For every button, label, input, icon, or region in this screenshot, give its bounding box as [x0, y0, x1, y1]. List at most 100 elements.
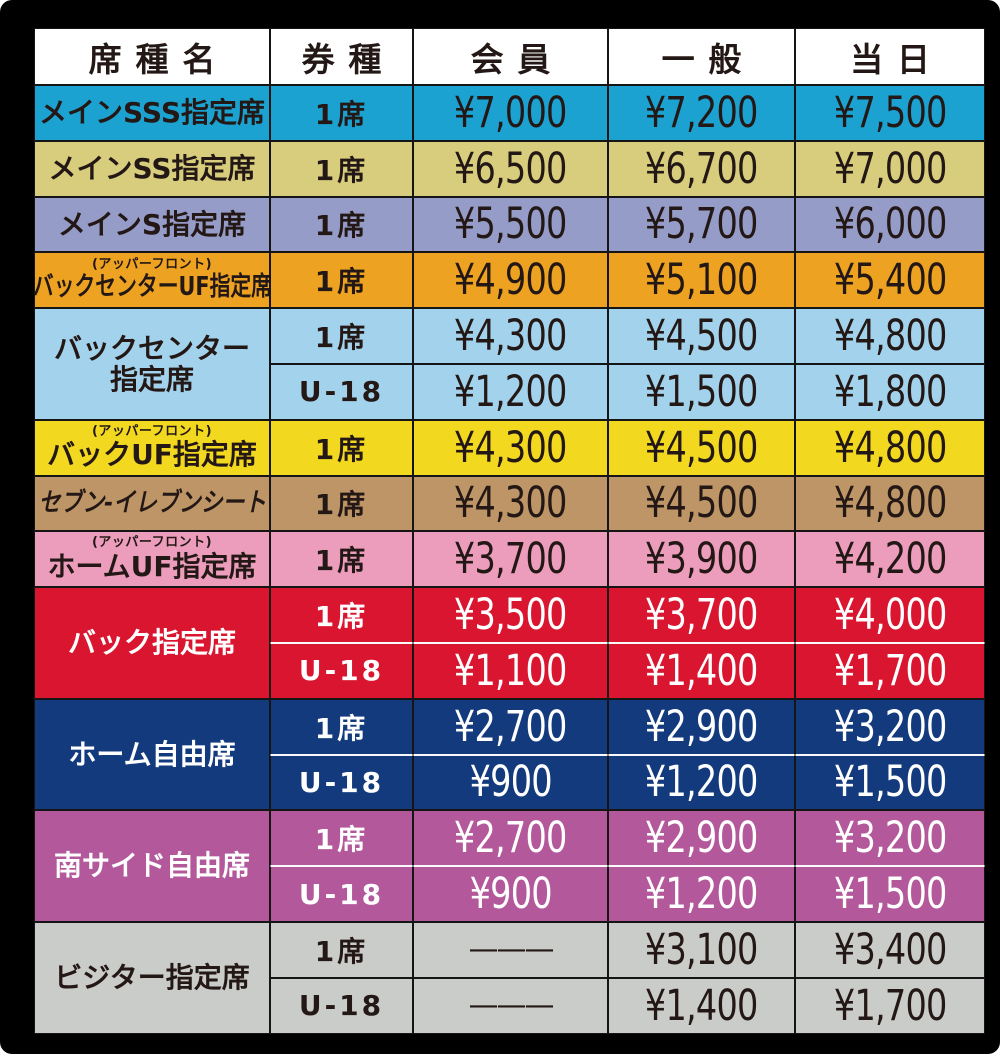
sameday-price: ¥4,000	[833, 590, 947, 641]
ticket-type-label: 1席	[314, 544, 369, 578]
sameday-price-cell: ¥1,700	[795, 977, 985, 1034]
seat-name-cell: バックセンター 指定席	[34, 308, 270, 420]
ticket-type-cell: 1席	[270, 698, 413, 755]
member-price: ¥2,700	[454, 813, 567, 864]
seat-name-label: ホーム自由席	[68, 737, 236, 771]
sameday-price: ¥4,800	[833, 478, 947, 529]
member-price-cell: ¥3,500	[413, 587, 608, 643]
ticket-type-label: 1席	[314, 97, 369, 131]
sameday-price: ¥4,800	[833, 422, 947, 473]
ticket-type-label: U-18	[298, 877, 385, 911]
general-price: ¥1,400	[645, 645, 758, 696]
general-price: ¥5,100	[645, 255, 758, 306]
sameday-price: ¥4,800	[833, 311, 947, 362]
general-price: ¥3,100	[645, 924, 758, 975]
general-price-cell: ¥1,200	[608, 866, 795, 922]
sameday-price-cell: ¥1,800	[795, 363, 985, 420]
seat-name-label: バックセンターUF指定席	[34, 272, 270, 302]
general-price: ¥1,500	[645, 366, 758, 417]
seat-name-cell: ホーム自由席	[34, 698, 270, 811]
ticket-type-label: 1席	[314, 209, 369, 243]
col-header-ticket-type: 券種	[270, 28, 413, 85]
ticket-type-label: 1席	[314, 321, 369, 355]
member-price: ¥4,300	[454, 422, 567, 473]
col-header-seat-type: 席種名	[34, 28, 270, 85]
member-price-cell: ¥5,500	[413, 196, 608, 253]
sameday-price-cell: ¥1,500	[795, 754, 985, 811]
sameday-price-cell: ¥3,200	[795, 810, 985, 867]
ticket-type-cell: 1席	[270, 921, 413, 978]
col-header-general-label: 一般	[661, 39, 756, 79]
ticket-type-label: 1席	[314, 600, 369, 634]
general-price-cell: ¥1,200	[608, 754, 795, 811]
general-price-cell: ¥2,900	[608, 810, 795, 867]
sameday-price: ¥7,000	[833, 143, 947, 194]
sameday-price-cell: ¥1,700	[795, 642, 985, 699]
seat-name-label: 南サイド自由席	[53, 849, 250, 883]
seat-name-label: ホームUF指定席	[47, 549, 257, 583]
ticket-type-label: 1席	[314, 488, 369, 522]
ticket-type-label: 1席	[314, 711, 369, 745]
member-price: ¥2,700	[454, 701, 567, 752]
member-price: ¥3,500	[454, 590, 567, 641]
seat-name-label-line2: 指定席	[109, 362, 194, 396]
seat-name-cell: (アッパーフロント) バックUF指定席	[34, 419, 270, 476]
sameday-price-cell: ¥7,000	[795, 140, 985, 197]
sameday-price: ¥1,700	[833, 980, 947, 1031]
member-price-cell: ¥900	[413, 866, 608, 922]
general-price: ¥4,500	[645, 422, 758, 473]
seat-name-cell: セブン-イレブンシート	[34, 475, 270, 532]
general-price-cell: ¥4,500	[608, 308, 795, 364]
seat-name-cell: メインS指定席	[34, 196, 270, 253]
ticket-type-label: U-18	[298, 654, 385, 688]
sameday-price-cell: ¥4,200	[795, 531, 985, 588]
upper-front-note: (アッパーフロント)	[91, 257, 213, 273]
general-price-cell: ¥3,100	[608, 921, 795, 978]
member-price-cell: ¥4,300	[413, 419, 608, 476]
ticket-type-label: U-18	[298, 375, 385, 409]
member-price: ¥900	[469, 757, 552, 808]
general-price: ¥2,900	[645, 813, 758, 864]
ticket-type-cell: 1席	[270, 85, 413, 141]
member-price-cell: ¥4,300	[413, 475, 608, 532]
sameday-price: ¥4,200	[833, 534, 947, 585]
general-price: ¥6,700	[645, 143, 758, 194]
sameday-price: ¥1,500	[833, 757, 947, 808]
seat-name-cell: バック指定席	[34, 587, 270, 699]
ticket-type-cell: 1席	[270, 419, 413, 476]
general-price-cell: ¥5,100	[608, 252, 795, 309]
ticket-type-cell: 1席	[270, 587, 413, 643]
sameday-price: ¥1,700	[833, 645, 947, 696]
member-price-cell: ¥2,700	[413, 698, 608, 755]
general-price-cell: ¥3,700	[608, 587, 795, 643]
ticket-type-label: U-18	[298, 989, 385, 1023]
seat-name-label: バック指定席	[67, 626, 236, 660]
general-price-cell: ¥7,200	[608, 85, 795, 141]
col-header-ticket-type-label: 券種	[301, 39, 396, 79]
no-price-dash: ———	[468, 931, 555, 967]
seat-name-cell: メインSS指定席	[34, 140, 270, 197]
sameday-price-cell: ¥4,000	[795, 587, 985, 643]
member-price: ¥7,000	[454, 87, 567, 138]
ticket-type-cell: U-18	[270, 642, 413, 699]
sameday-price-cell: ¥1,500	[795, 866, 985, 922]
sameday-price-cell: ¥5,400	[795, 252, 985, 309]
seat-name-label: メインS指定席	[57, 207, 247, 241]
general-price: ¥3,900	[645, 534, 758, 585]
seat-name-label: ビジター指定席	[54, 961, 250, 995]
member-price-cell: ¥900	[413, 754, 608, 811]
member-price: ¥4,900	[454, 255, 567, 306]
upper-front-note: (アッパーフロント)	[91, 423, 213, 439]
general-price: ¥7,200	[645, 87, 758, 138]
col-header-general: 一般	[608, 28, 795, 85]
ticket-type-cell: U-18	[270, 754, 413, 811]
member-price-cell: ¥3,700	[413, 531, 608, 588]
price-table: 席種名 券種 会員 一般 当日 メインSSS指定席 1席 ¥7,000 ¥7,2…	[34, 28, 985, 1034]
general-price: ¥3,700	[645, 590, 758, 641]
sameday-price: ¥3,400	[833, 924, 947, 975]
sameday-price-cell: ¥3,200	[795, 698, 985, 755]
sameday-price: ¥7,500	[833, 87, 947, 138]
member-price: ¥6,500	[454, 143, 567, 194]
ticket-type-label: 1席	[314, 432, 369, 466]
